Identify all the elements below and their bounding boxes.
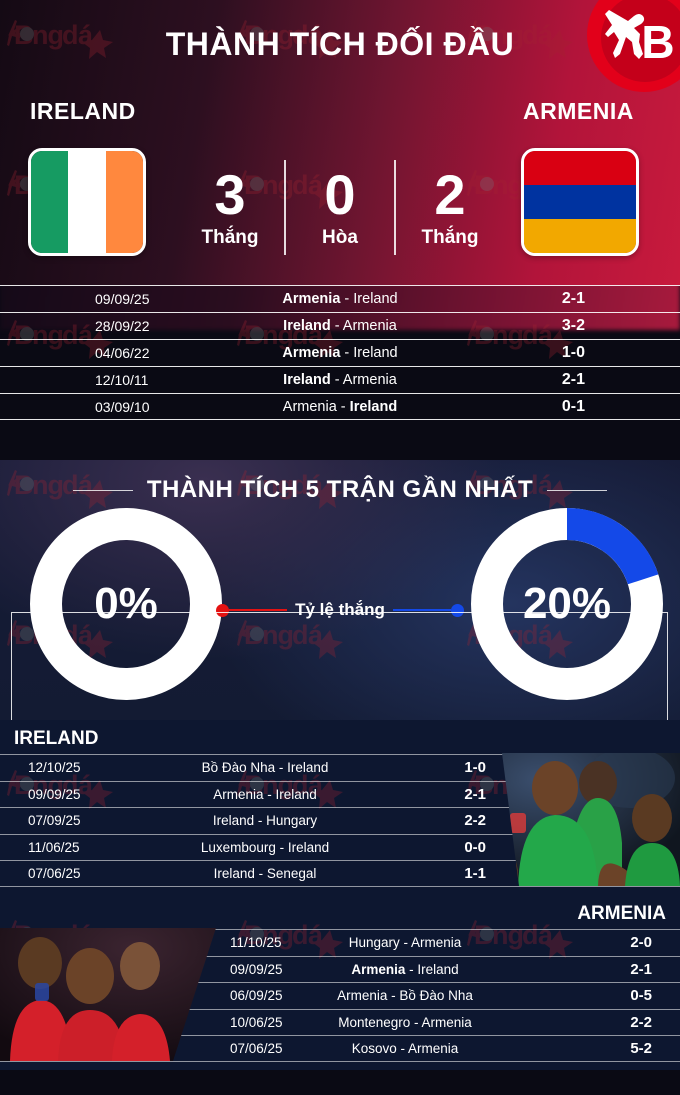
svg-text:B: B bbox=[641, 16, 674, 68]
